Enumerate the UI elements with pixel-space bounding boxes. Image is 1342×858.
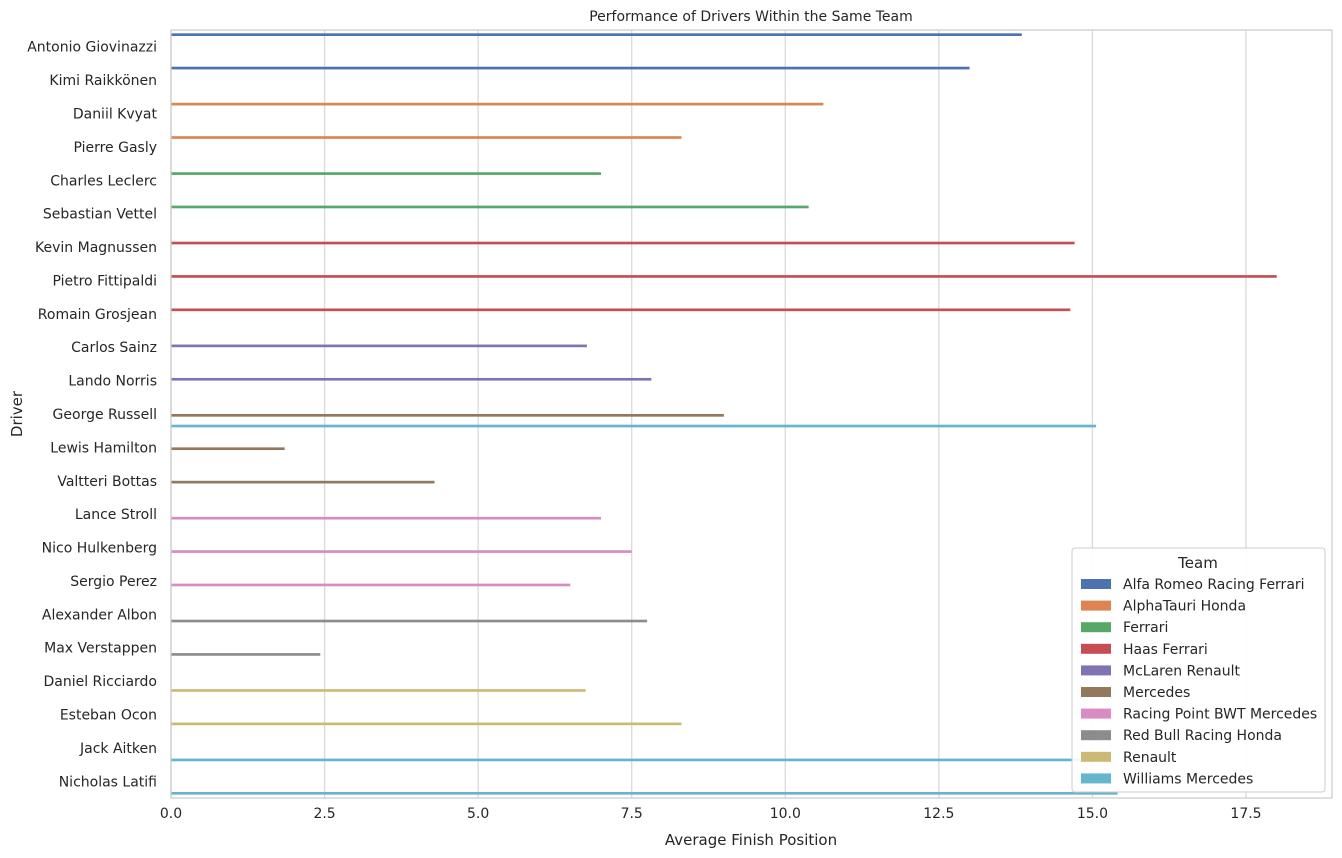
legend-label: Renault	[1123, 750, 1177, 766]
x-tick-label: 2.5	[313, 806, 335, 822]
bar	[171, 424, 1097, 428]
bar	[171, 275, 1277, 278]
legend-label: Mercedes	[1123, 685, 1190, 701]
x-tick-label: 12.5	[923, 806, 954, 822]
y-tick-label: Esteban Ocon	[60, 708, 157, 724]
y-tick-label: George Russell	[53, 407, 157, 423]
bar	[171, 550, 632, 553]
bar	[171, 722, 682, 726]
legend-title: Team	[1177, 554, 1218, 572]
bars	[171, 33, 1277, 795]
y-tick-label: Kimi Raikkönen	[49, 73, 157, 89]
legend-swatch	[1081, 687, 1111, 697]
bar	[171, 480, 435, 484]
chart-title: Performance of Drivers Within the Same T…	[589, 9, 913, 25]
legend: Team Alfa Romeo Racing Ferrari AlphaTauri…	[1071, 547, 1326, 793]
bar	[171, 516, 601, 520]
bar	[171, 172, 601, 175]
legend-label: Racing Point BWT Mercedes	[1123, 707, 1317, 723]
bar	[171, 414, 724, 417]
y-tick-label: Jack Aitken	[79, 741, 157, 757]
y-tick-label: Charles Leclerc	[50, 173, 157, 189]
bar	[171, 377, 652, 381]
bar	[171, 344, 587, 348]
bar	[171, 583, 571, 587]
legend-label: Ferrari	[1123, 620, 1168, 636]
x-tick-label: 7.5	[621, 806, 643, 822]
bar	[171, 66, 970, 70]
bar	[171, 758, 1093, 762]
y-tick-label: Sebastian Vettel	[43, 207, 157, 223]
y-tick-label: Alexander Albon	[42, 607, 157, 623]
y-tick-label: Valtteri Bottas	[57, 474, 157, 490]
y-tick-label: Antonio Giovinazzi	[27, 40, 157, 56]
bar	[171, 102, 824, 106]
y-tick-label: Lewis Hamilton	[50, 440, 157, 456]
legend-label: McLaren Renault	[1123, 663, 1240, 679]
y-tick-label: Lance Stroll	[75, 507, 157, 523]
bar	[171, 308, 1071, 312]
bar	[171, 205, 809, 209]
bar	[171, 136, 682, 139]
bar	[171, 791, 1118, 795]
legend-label: Haas Ferrari	[1123, 642, 1208, 658]
x-tick-label: 17.5	[1230, 806, 1261, 822]
legend-swatch	[1081, 600, 1111, 611]
y-tick-label: Lando Norris	[68, 374, 157, 390]
y-tick-label: Nicholas Latifi	[59, 774, 157, 790]
legend-swatch	[1081, 643, 1111, 654]
bar	[171, 33, 1022, 37]
x-tick-label: 5.0	[467, 806, 489, 822]
y-tick-label: Nico Hulkenberg	[42, 541, 157, 557]
legend-swatch	[1081, 622, 1111, 633]
legend-swatch	[1081, 665, 1111, 676]
legend-label: Red Bull Racing Honda	[1123, 728, 1282, 744]
y-tick-label: Pietro Fittipaldi	[52, 273, 157, 289]
legend-label: Williams Mercedes	[1123, 771, 1253, 787]
x-tick-label: 0.0	[160, 806, 182, 822]
y-tick-labels: Antonio Giovinazzi Kimi Raikkönen Daniil K…	[27, 40, 157, 791]
legend-frame	[1071, 547, 1326, 793]
bar	[171, 619, 648, 623]
y-tick-label: Daniil Kvyat	[73, 106, 158, 122]
legend-swatch	[1081, 579, 1111, 589]
bar	[171, 689, 586, 692]
x-tick-label: 15.0	[1077, 806, 1108, 822]
legend-swatch	[1081, 708, 1111, 719]
y-tick-label: Sergio Perez	[70, 574, 157, 590]
y-tick-label: Max Verstappen	[44, 641, 157, 657]
plot-frame	[170, 29, 1333, 799]
legend-swatch	[1081, 773, 1111, 784]
legend-label: Alfa Romeo Racing Ferrari	[1123, 577, 1305, 593]
bar	[171, 241, 1075, 245]
legend-swatch	[1081, 751, 1111, 762]
bar	[171, 653, 321, 656]
x-axis-label: Average Finish Position	[665, 831, 837, 849]
y-axis-label: Driver	[8, 390, 26, 437]
y-tick-label: Carlos Sainz	[71, 340, 157, 356]
x-tick-label: 10.0	[770, 806, 801, 822]
y-tick-label: Pierre Gasly	[73, 140, 157, 156]
y-tick-label: Daniel Ricciardo	[43, 674, 157, 690]
x-tick-labels: 0.0 2.5 5.0 7.5 10.0 12.5 15.0 17.5	[160, 806, 1262, 822]
y-tick-label: Kevin Magnussen	[35, 240, 157, 256]
legend-items: Alfa Romeo Racing Ferrari AlphaTauri Hond…	[1081, 577, 1317, 787]
legend-swatch	[1081, 730, 1111, 741]
y-tick-label: Romain Grosjean	[38, 307, 157, 323]
legend-label: AlphaTauri Honda	[1123, 599, 1246, 615]
bar	[171, 447, 285, 451]
